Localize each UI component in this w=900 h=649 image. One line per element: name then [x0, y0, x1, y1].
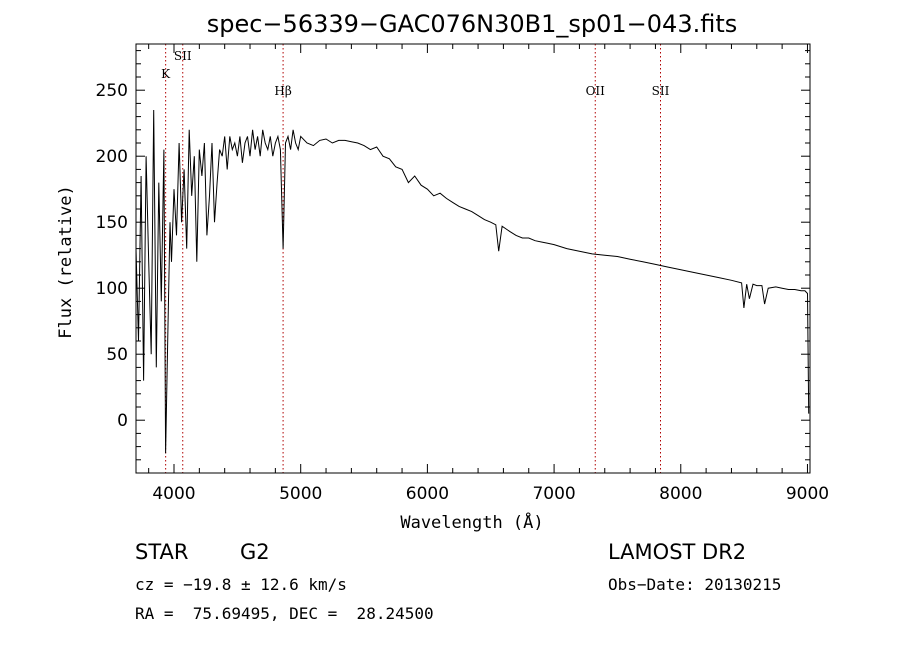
x-tick-label: 4000	[152, 484, 195, 504]
coordinates-readout: RA = 75.69495, DEC = 28.24500	[135, 604, 434, 623]
y-tick-label: 250	[96, 81, 128, 101]
x-tick-label: 8000	[659, 484, 702, 504]
y-tick-label: 100	[96, 279, 128, 299]
object-subclass: G2	[240, 540, 270, 564]
object-class: STAR	[135, 540, 189, 564]
y-tick-label: 150	[96, 213, 128, 233]
obs-date: Obs−Date: 20130215	[608, 575, 782, 594]
y-tick-label: 0	[117, 411, 128, 431]
x-tick-label: 9000	[786, 484, 829, 504]
line-marker-label-4: SII	[652, 84, 670, 98]
spectrum-series-0	[135, 109, 810, 454]
line-marker-label-2: Hβ	[274, 84, 291, 98]
survey-name: LAMOST DR2	[608, 540, 747, 564]
plot-frame	[135, 43, 811, 474]
line-marker-label-3: OII	[586, 84, 606, 98]
y-axis-label: Flux (relative)	[56, 185, 76, 339]
x-axis-label: Wavelength (Å)	[400, 511, 543, 533]
redshift-readout: cz = −19.8 ± 12.6 km/s	[135, 575, 347, 594]
x-tick-label: 5000	[279, 484, 322, 504]
line-marker-label-1: SII	[174, 49, 192, 63]
x-tick-label: 6000	[406, 484, 449, 504]
x-tick-label: 7000	[532, 484, 575, 504]
y-tick-label: 200	[96, 147, 128, 167]
y-tick-label: 50	[106, 345, 128, 365]
line-marker-label-0: K	[161, 67, 171, 81]
chart-title: spec−56339−GAC076N30B1_sp01−043.fits	[207, 10, 738, 38]
